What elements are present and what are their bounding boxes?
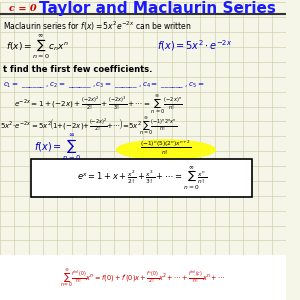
Text: $5x^2\!\cdot\! e^{-2x} = 5x^2\!\left(\!1\!+\!(-2x)\!+\!\frac{(-2x)^2}{2!}\!+\!\c: $5x^2\!\cdot\! e^{-2x} = 5x^2\!\left(\!1… bbox=[0, 115, 177, 137]
Text: $e^x = 1 + x + \frac{x^2}{2!} + \frac{x^3}{3!} + \cdots = \sum_{n=0}^{\infty}\fr: $e^x = 1 + x + \frac{x^2}{2!} + \frac{x^… bbox=[77, 164, 207, 192]
Text: $e^{-2x} = 1+(-2x)+\frac{(-2x)^2}{2!}+\frac{(-2x)^3}{3!}+\cdots = \sum_{n=0}^{\i: $e^{-2x} = 1+(-2x)+\frac{(-2x)^2}{2!}+\f… bbox=[14, 94, 183, 116]
Text: $\frac{(-1)^n(5)(2^n)x^{n+2}}{n!}$: $\frac{(-1)^n(5)(2^n)x^{n+2}}{n!}$ bbox=[140, 139, 192, 157]
FancyBboxPatch shape bbox=[0, 255, 286, 300]
Text: Maclaurin series for $f(x) = 5x^2e^{-2x}$ can be written: Maclaurin series for $f(x) = 5x^2e^{-2x}… bbox=[3, 20, 192, 33]
Text: $f(x) = 5x^2 \cdot e^{-2x}$: $f(x) = 5x^2 \cdot e^{-2x}$ bbox=[158, 38, 233, 53]
Text: c = 0: c = 0 bbox=[9, 4, 36, 14]
Text: $\sum_{n=0}^{\infty}\frac{f^{(n)}(0)}{n!}x^n = f(0)+f'(0)x+\frac{f''(0)}{2!}x^2+: $\sum_{n=0}^{\infty}\frac{f^{(n)}(0)}{n!… bbox=[60, 267, 226, 289]
FancyBboxPatch shape bbox=[32, 159, 252, 197]
Text: Taylor and Maclaurin Series: Taylor and Maclaurin Series bbox=[39, 2, 276, 16]
Text: t find the first few coefficients.: t find the first few coefficients. bbox=[3, 65, 152, 74]
Text: $f(x) = \sum_{n=0}^{\infty} c_n x^n$: $f(x) = \sum_{n=0}^{\infty} c_n x^n$ bbox=[6, 33, 69, 62]
Ellipse shape bbox=[116, 139, 216, 160]
Text: $c_1 =$ ______ $, c_2 =$ ______ $, c_3 =$ ______ $, c_4 =$ ______ $, c_5 =$: $c_1 =$ ______ $, c_2 =$ ______ $, c_3 =… bbox=[3, 81, 205, 91]
Text: $f(x) = \sum_{n=0}^{\infty}$: $f(x) = \sum_{n=0}^{\infty}$ bbox=[34, 133, 82, 164]
